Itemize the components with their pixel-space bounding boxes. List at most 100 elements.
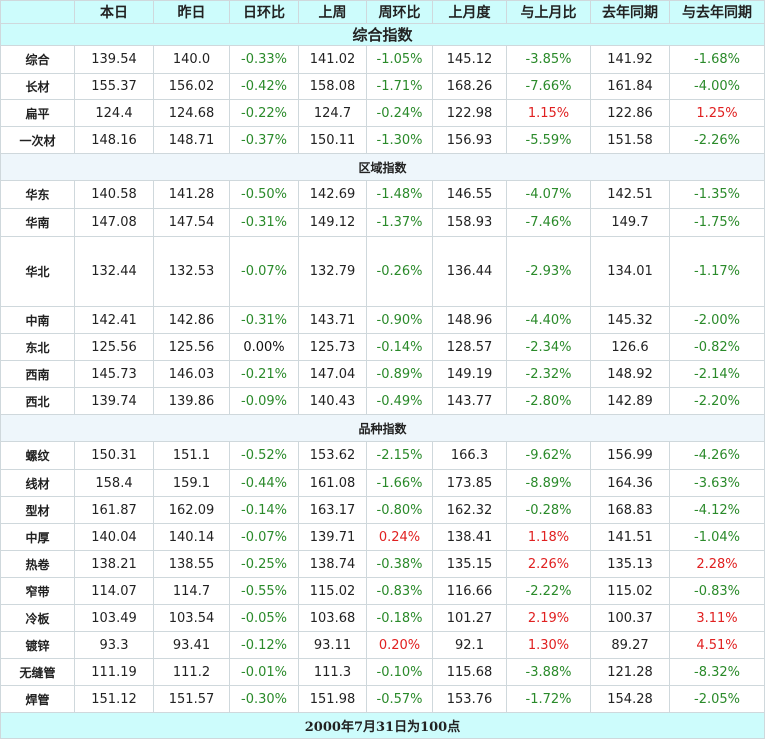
table-cell: -0.83%	[669, 577, 765, 605]
table-cell: -1.05%	[366, 45, 433, 74]
table-cell: -0.49%	[366, 387, 433, 415]
table-cell: -1.71%	[366, 73, 433, 100]
table-row: 综合 139.54 140.0 -0.33% 141.02 -1.05% 145.12 -3.…	[0, 45, 765, 74]
table-cell: -2.26%	[669, 126, 765, 154]
row-name: 华北	[0, 236, 75, 307]
table-cell: 2.19%	[506, 604, 591, 632]
column-header: 昨日	[153, 0, 230, 24]
row-name: 镀锌	[0, 631, 75, 659]
table-cell: 154.28	[590, 685, 670, 713]
table-cell: 93.11	[298, 631, 367, 659]
table-cell: -0.37%	[229, 126, 299, 154]
table-cell: -0.25%	[229, 550, 299, 578]
table-cell: -1.68%	[669, 45, 765, 74]
table-cell: 132.79	[298, 236, 367, 307]
table-row: 线材 158.4 159.1 -0.44% 161.08 -1.66% 173.85 -8.8…	[0, 469, 765, 497]
table-cell: -0.90%	[366, 306, 433, 334]
table-cell: 150.11	[298, 126, 367, 154]
table-cell: -9.62%	[506, 441, 591, 470]
table-cell: 121.28	[590, 658, 670, 686]
table-cell: 158.93	[432, 208, 507, 237]
table-cell: -7.46%	[506, 208, 591, 237]
table-cell: -0.26%	[366, 236, 433, 307]
table-cell: -8.89%	[506, 469, 591, 497]
row-name: 西北	[0, 387, 75, 415]
index-title-row: 综合指数	[0, 23, 765, 46]
table-cell: 1.30%	[506, 631, 591, 659]
table-cell: -2.14%	[669, 360, 765, 388]
table-cell: -2.80%	[506, 387, 591, 415]
table-cell: -0.31%	[229, 208, 299, 237]
table-cell: 103.68	[298, 604, 367, 632]
row-name: 西南	[0, 360, 75, 388]
row-name: 线材	[0, 469, 75, 497]
table-cell: -0.18%	[366, 604, 433, 632]
table-cell: 1.15%	[506, 99, 591, 127]
table-cell: 149.19	[432, 360, 507, 388]
table-row: 无缝管 111.19 111.2 -0.01% 111.3 -0.10% 115.68 -3.…	[0, 658, 765, 686]
table-cell: 146.03	[153, 360, 230, 388]
table-cell: -0.82%	[669, 333, 765, 361]
table-cell: 92.1	[432, 631, 507, 659]
row-name: 中南	[0, 306, 75, 334]
table-cell: -1.35%	[669, 180, 765, 209]
row-name: 无缝管	[0, 658, 75, 686]
table-cell: 138.41	[432, 523, 507, 551]
table-row: 东北 125.56 125.56 0.00% 125.73 -0.14% 128.57 -2.…	[0, 333, 765, 361]
table-cell: 153.76	[432, 685, 507, 713]
table-cell: 142.51	[590, 180, 670, 209]
table-cell: -0.33%	[229, 45, 299, 74]
column-header: 上月度	[432, 0, 507, 24]
table-cell: 135.15	[432, 550, 507, 578]
table-cell: 146.55	[432, 180, 507, 209]
table-cell: 173.85	[432, 469, 507, 497]
table-cell: -2.00%	[669, 306, 765, 334]
table-cell: -0.05%	[229, 604, 299, 632]
column-header: 日环比	[229, 0, 299, 24]
row-name: 螺纹	[0, 441, 75, 470]
table-cell: 140.14	[153, 523, 230, 551]
row-name: 焊管	[0, 685, 75, 713]
table-row: 一次材 148.16 148.71 -0.37% 150.11 -1.30% 156.93-…	[0, 126, 765, 154]
table-cell: 1.25%	[669, 99, 765, 127]
table-cell: 156.93	[432, 126, 507, 154]
table-cell: -1.72%	[506, 685, 591, 713]
column-header: 与上月比	[506, 0, 591, 24]
table-cell: 147.54	[153, 208, 230, 237]
table-row: 长材 155.37 156.02 -0.42% 158.08 -1.71% 168.26 -7…	[0, 73, 765, 100]
table-cell: 93.3	[74, 631, 154, 659]
table-cell: 145.12	[432, 45, 507, 74]
table-cell: -0.14%	[229, 496, 299, 524]
table-cell: -5.59%	[506, 126, 591, 154]
table-row: 镀锌 93.3 93.41 -0.12% 93.11 0.20% 92.1 1.30% 89.2…	[0, 631, 765, 659]
table-cell: 151.58	[590, 126, 670, 154]
table-cell: 145.32	[590, 306, 670, 334]
table-cell: -2.15%	[366, 441, 433, 470]
table-cell: -7.66%	[506, 73, 591, 100]
table-row: 华南 147.08 147.54 -0.31% 149.12 -1.37% 158.93 -7…	[0, 208, 765, 237]
table-cell: 148.96	[432, 306, 507, 334]
table-row: 中南 142.41 142.86 -0.31% 143.71 -0.90% 148.96 -4…	[0, 306, 765, 334]
table-row: 西南 145.73 146.03 -0.21% 147.04 -0.89% 149.19 -2…	[0, 360, 765, 388]
table-cell: -2.93%	[506, 236, 591, 307]
table-cell: 132.53	[153, 236, 230, 307]
table-cell: -0.50%	[229, 180, 299, 209]
table-cell: 141.02	[298, 45, 367, 74]
table-cell: -3.63%	[669, 469, 765, 497]
table-cell: -0.44%	[229, 469, 299, 497]
table-cell: 135.13	[590, 550, 670, 578]
table-cell: 156.02	[153, 73, 230, 100]
table-cell: 168.83	[590, 496, 670, 524]
table-cell: 136.44	[432, 236, 507, 307]
table-cell: -1.48%	[366, 180, 433, 209]
row-name: 一次材	[0, 126, 75, 154]
table-row: 热卷 138.21 138.55 -0.25% 138.74 -0.38% 135.15 2.…	[0, 550, 765, 578]
table-cell: -0.21%	[229, 360, 299, 388]
table-cell: 100.37	[590, 604, 670, 632]
table-cell: 111.19	[74, 658, 154, 686]
table-cell: 0.24%	[366, 523, 433, 551]
table-cell: 139.71	[298, 523, 367, 551]
section-header-row: 区域指数	[0, 153, 765, 181]
table-cell: 0.00%	[229, 333, 299, 361]
table-cell: -1.66%	[366, 469, 433, 497]
